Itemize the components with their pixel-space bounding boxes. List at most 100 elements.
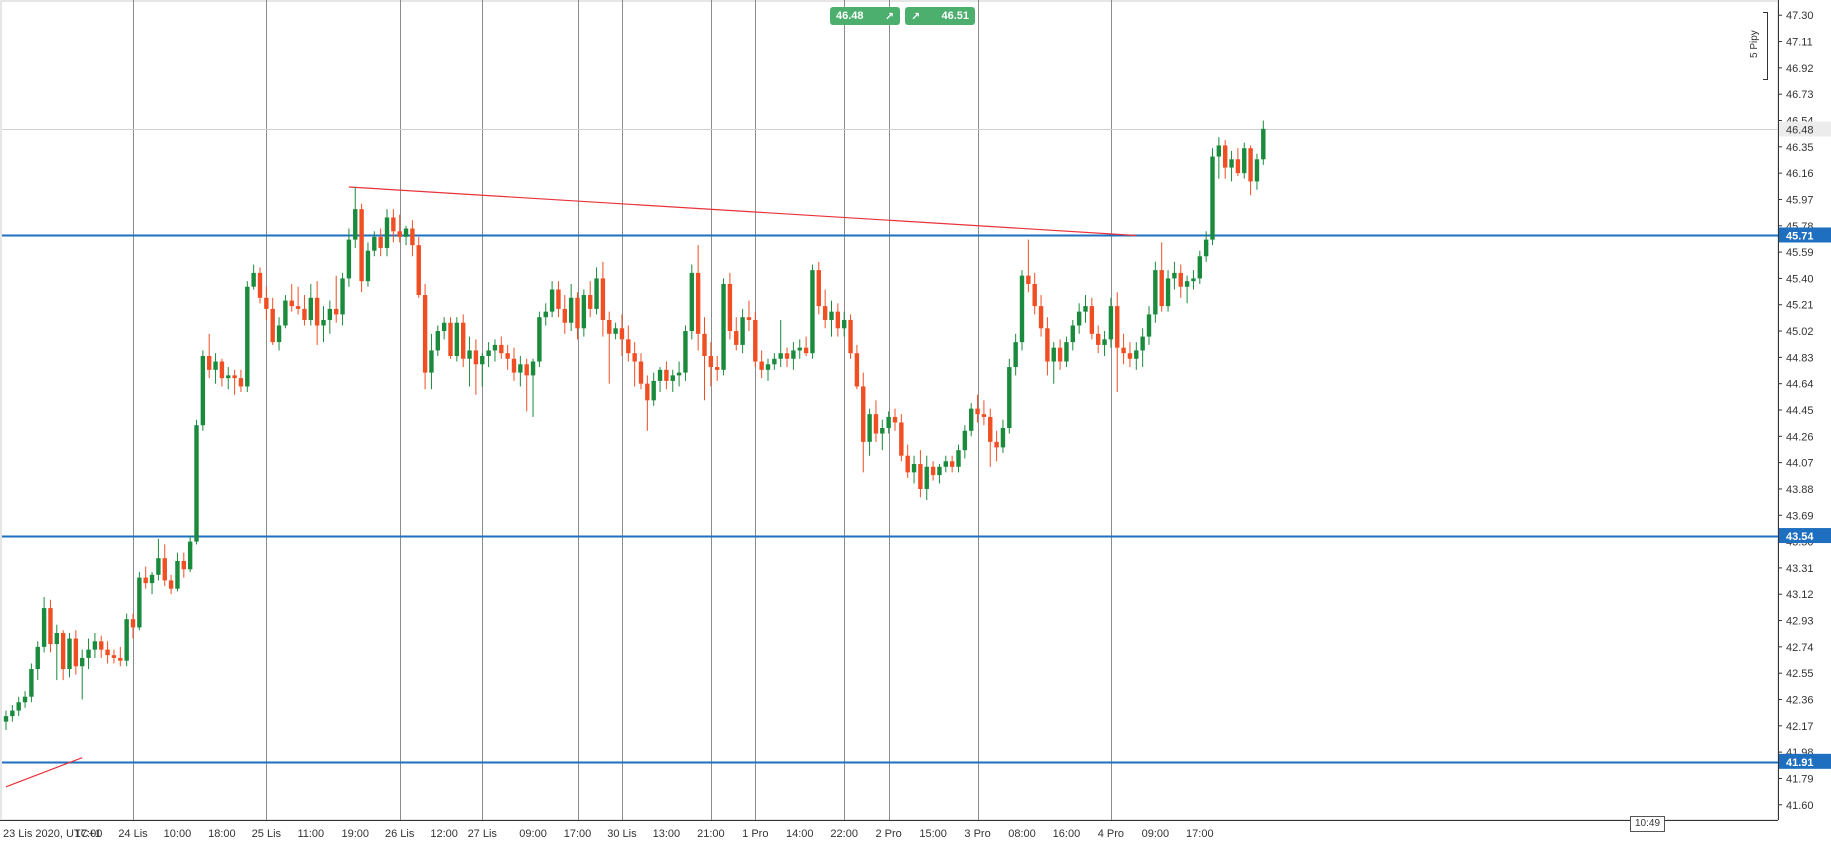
candle[interactable] [899, 414, 904, 462]
candle[interactable] [308, 283, 313, 326]
candle[interactable] [759, 350, 764, 379]
candle[interactable] [1184, 275, 1190, 304]
candle[interactable] [1248, 145, 1253, 196]
buy-price-button[interactable]: ↗ 46.51 [905, 7, 975, 25]
candle[interactable] [416, 236, 421, 298]
candle[interactable] [778, 319, 783, 368]
candle[interactable] [657, 367, 663, 392]
candle[interactable] [1146, 306, 1152, 345]
candle[interactable] [232, 369, 237, 395]
candle[interactable] [283, 295, 288, 329]
candle[interactable] [867, 408, 872, 456]
candle[interactable] [346, 228, 352, 287]
candle[interactable] [111, 649, 117, 664]
candle[interactable] [10, 705, 15, 722]
candle[interactable] [1191, 270, 1196, 290]
candle[interactable] [829, 300, 834, 337]
candle[interactable] [334, 275, 339, 323]
candle[interactable] [1127, 342, 1133, 368]
candle[interactable] [492, 339, 498, 362]
candle[interactable] [467, 336, 472, 387]
candle[interactable] [1076, 303, 1082, 334]
candle[interactable] [746, 300, 752, 332]
candle[interactable] [1051, 342, 1056, 384]
candle[interactable] [3, 710, 9, 730]
candle[interactable] [1057, 339, 1063, 370]
candle[interactable] [340, 272, 345, 326]
candle[interactable] [1242, 142, 1247, 179]
candle[interactable] [842, 311, 847, 337]
candle[interactable] [1032, 272, 1037, 315]
candle[interactable] [626, 325, 631, 362]
candle[interactable] [391, 209, 396, 243]
candle[interactable] [619, 314, 625, 356]
candle[interactable] [568, 283, 574, 332]
candle[interactable] [937, 464, 942, 484]
candle[interactable] [67, 633, 72, 678]
candle[interactable] [105, 641, 110, 664]
candle[interactable] [378, 228, 383, 257]
candle[interactable] [480, 353, 485, 387]
candle[interactable] [289, 283, 294, 312]
candle[interactable] [975, 394, 980, 423]
candle[interactable] [1134, 342, 1139, 370]
candle[interactable] [80, 649, 85, 700]
candle[interactable] [981, 400, 987, 426]
sell-price-button[interactable]: 46.48 ↗ [830, 7, 900, 25]
candle[interactable] [162, 544, 167, 586]
candle[interactable] [549, 281, 555, 318]
candle[interactable] [1223, 139, 1228, 179]
candle[interactable] [1083, 295, 1088, 323]
candle[interactable] [1000, 419, 1006, 453]
candle[interactable] [245, 281, 250, 392]
candle[interactable] [295, 286, 301, 315]
horizontal-levels[interactable] [2, 129, 1778, 764]
candle[interactable] [422, 283, 428, 390]
candle[interactable] [156, 538, 161, 581]
candle[interactable] [905, 444, 910, 478]
candle[interactable] [257, 267, 263, 304]
candle[interactable] [1159, 242, 1164, 312]
candle[interactable] [518, 355, 523, 387]
candle[interactable] [219, 358, 225, 387]
candle[interactable] [365, 242, 371, 287]
candle[interactable] [556, 281, 561, 318]
candle[interactable] [181, 552, 186, 578]
candle[interactable] [486, 342, 491, 368]
candle[interactable] [29, 663, 34, 703]
candle[interactable] [689, 264, 694, 340]
candle[interactable] [530, 358, 536, 417]
candle[interactable] [1165, 270, 1171, 312]
candle[interactable] [54, 624, 59, 681]
candle[interactable] [16, 696, 21, 717]
candle[interactable] [753, 311, 758, 368]
candle[interactable] [1153, 261, 1158, 323]
candle[interactable] [664, 361, 669, 390]
candle[interactable] [1178, 264, 1183, 298]
candle[interactable] [226, 367, 231, 390]
candle[interactable] [1019, 270, 1025, 351]
candle[interactable] [708, 342, 714, 387]
candle[interactable] [454, 317, 460, 362]
candle[interactable] [359, 203, 364, 293]
candle[interactable] [441, 317, 447, 340]
candle[interactable] [613, 322, 618, 340]
candle[interactable] [607, 311, 612, 384]
candle[interactable] [651, 372, 656, 406]
candle[interactable] [1254, 153, 1260, 190]
candle[interactable] [194, 419, 199, 545]
candle[interactable] [1216, 137, 1222, 179]
candle[interactable] [854, 344, 860, 390]
candle[interactable] [1007, 358, 1012, 434]
candle[interactable] [918, 450, 923, 498]
candle[interactable] [168, 574, 174, 595]
candle[interactable] [943, 455, 948, 473]
candle[interactable] [740, 308, 745, 354]
candle[interactable] [715, 355, 720, 381]
candle[interactable] [327, 300, 333, 334]
candle[interactable] [861, 372, 866, 473]
candle[interactable] [543, 303, 548, 326]
candle[interactable] [924, 455, 929, 501]
candle[interactable] [1140, 328, 1145, 368]
candlesticks[interactable] [3, 120, 1266, 730]
